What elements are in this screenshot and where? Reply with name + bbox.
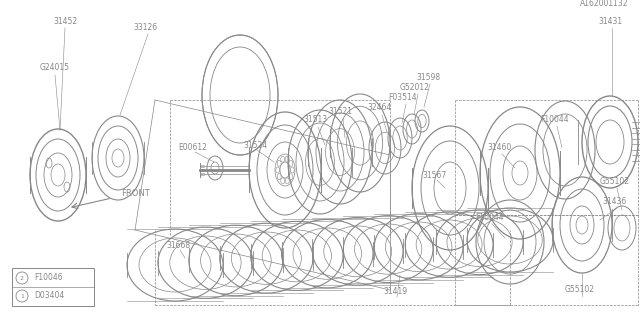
Text: F03514: F03514 [388, 93, 417, 102]
Text: 31419: 31419 [383, 287, 407, 297]
Text: 31567: 31567 [423, 171, 447, 180]
Text: F10046: F10046 [34, 274, 63, 283]
Text: G24015: G24015 [40, 63, 70, 73]
Text: 31513: 31513 [303, 116, 327, 124]
Text: F10044: F10044 [541, 116, 570, 124]
Text: 31460: 31460 [488, 143, 512, 153]
Text: 1: 1 [20, 293, 24, 299]
Text: 2: 2 [20, 276, 24, 281]
Text: 32464: 32464 [368, 103, 392, 113]
Text: 31431: 31431 [598, 18, 622, 27]
Text: 31452: 31452 [53, 18, 77, 27]
Text: 31668: 31668 [166, 241, 190, 250]
Text: 31524: 31524 [243, 140, 267, 149]
Text: G55102: G55102 [565, 285, 595, 294]
Text: F10044: F10044 [476, 213, 504, 222]
Text: 31521: 31521 [328, 108, 352, 116]
Text: G55102: G55102 [600, 178, 630, 187]
Text: A162001132: A162001132 [579, 0, 628, 8]
Text: D03404: D03404 [34, 292, 64, 300]
Text: 31598: 31598 [416, 74, 440, 83]
Text: G52012: G52012 [400, 84, 430, 92]
Text: E00612: E00612 [179, 143, 207, 153]
Text: 31436: 31436 [603, 197, 627, 206]
Text: 33126: 33126 [133, 23, 157, 33]
Bar [12, 268, 94, 306]
Text: FRONT: FRONT [120, 189, 149, 198]
